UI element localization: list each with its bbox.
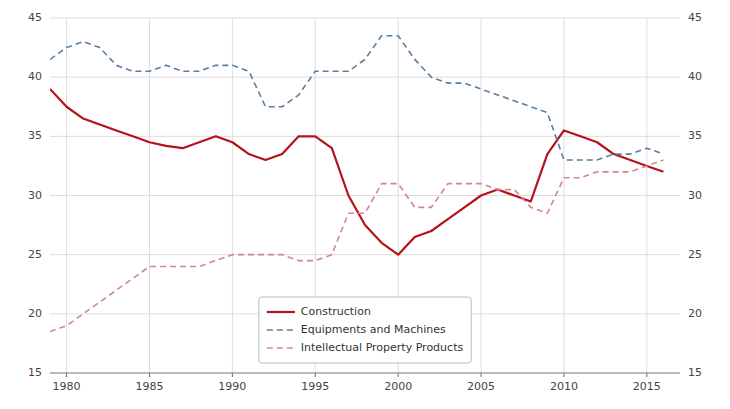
legend-swatch xyxy=(267,347,295,349)
x-tick xyxy=(66,373,67,377)
axes: 15 20 25 30 35 40 45 15 20 25 30 35 40 45 1980 1985 1990… xyxy=(28,11,702,393)
legend-box xyxy=(259,297,471,363)
legend-swatch xyxy=(267,311,295,313)
legend: Construction Equipments and Machines Intel… xyxy=(259,297,471,363)
series-group xyxy=(50,36,663,332)
x-tick xyxy=(481,373,482,377)
grid-line xyxy=(232,18,233,373)
series-line xyxy=(50,89,663,255)
y2-tick-label: 40 xyxy=(688,70,702,83)
x-tick xyxy=(563,373,564,377)
series-line xyxy=(50,160,663,332)
legend-label: Intellectual Property Products xyxy=(301,341,464,354)
x-tick-label: 2000 xyxy=(384,380,412,393)
grid-line xyxy=(50,77,680,78)
x-tick xyxy=(232,373,233,377)
grid-line xyxy=(646,18,647,373)
x-tick-label: 2005 xyxy=(467,380,495,393)
y-tick-label: 45 xyxy=(28,11,42,24)
y-tick-label: 40 xyxy=(28,70,42,83)
y-tick-label: 35 xyxy=(28,129,42,142)
grid-line xyxy=(50,18,680,19)
y-tick-label: 25 xyxy=(28,248,42,261)
y-tick-label: 15 xyxy=(28,366,42,379)
x-tick xyxy=(149,373,150,377)
y2-tick-label: 20 xyxy=(688,307,702,320)
grid-line xyxy=(50,195,680,196)
chart: 15 20 25 30 35 40 45 15 20 25 30 35 40 45 1980 1985 1990… xyxy=(0,0,730,409)
legend-label: Equipments and Machines xyxy=(301,323,446,336)
grid-line xyxy=(66,18,67,373)
legend-swatch xyxy=(267,329,295,331)
legend-label: Construction xyxy=(301,305,371,318)
y2-tick-label: 15 xyxy=(688,366,702,379)
x-tick-label: 1995 xyxy=(301,380,329,393)
series-line xyxy=(50,36,663,160)
y-tick-label: 30 xyxy=(28,189,42,202)
y2-tick-label: 25 xyxy=(688,248,702,261)
x-axis-line xyxy=(50,373,680,374)
x-tick-label: 1990 xyxy=(218,380,246,393)
x-tick xyxy=(646,373,647,377)
y2-tick-label: 45 xyxy=(688,11,702,24)
y-tick-label: 20 xyxy=(28,307,42,320)
y2-tick-label: 35 xyxy=(688,129,702,142)
x-tick-label: 2010 xyxy=(550,380,578,393)
x-tick-label: 1985 xyxy=(135,380,163,393)
grid-line xyxy=(563,18,564,373)
y2-tick-label: 30 xyxy=(688,189,702,202)
x-tick-label: 2015 xyxy=(633,380,661,393)
x-tick xyxy=(315,373,316,377)
x-tick-label: 1980 xyxy=(53,380,81,393)
grid-line xyxy=(50,373,680,374)
x-tick xyxy=(398,373,399,377)
grid-line xyxy=(50,254,680,255)
grid-line xyxy=(50,136,680,137)
